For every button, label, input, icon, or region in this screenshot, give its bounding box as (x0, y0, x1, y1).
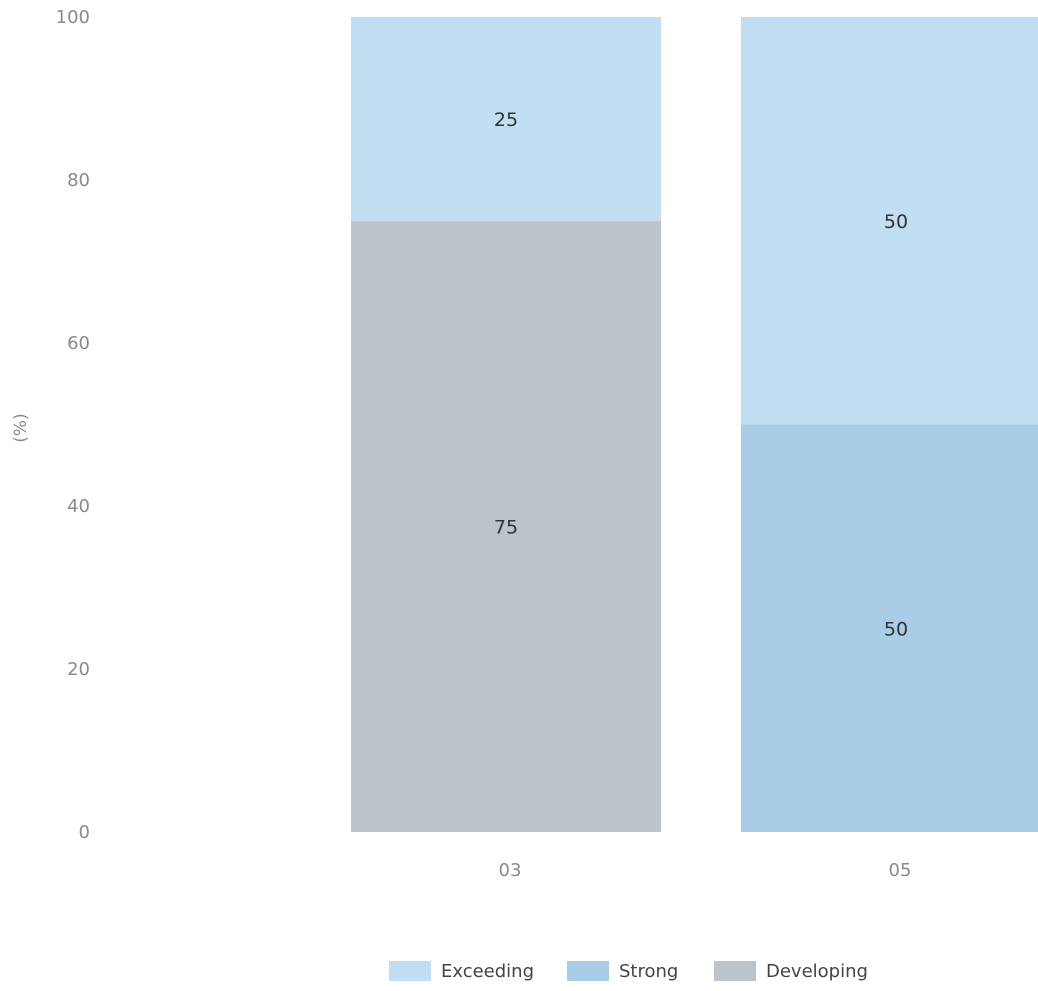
bar-data-label: 75 (494, 516, 518, 538)
bar-segment-strong-05 (741, 424, 1038, 832)
x-tick-label: 03 (499, 860, 522, 881)
bar-segment-developing-03 (351, 220, 661, 832)
y-axis-ticks: 0 20 40 60 80 100 (56, 7, 90, 843)
bar-data-label: 25 (494, 109, 518, 131)
legend-item-exceeding: Exceeding (389, 961, 534, 982)
y-tick-label: 40 (67, 496, 90, 517)
legend-swatch (389, 961, 431, 981)
bar-data-label: 50 (884, 618, 908, 640)
x-tick-label: 05 (889, 860, 912, 881)
x-axis-ticks: 03 05 (499, 860, 912, 881)
bar-segment-exceeding-03 (351, 17, 661, 221)
bar-segment-exceeding-05 (741, 17, 1038, 425)
bar-data-label: 50 (884, 211, 908, 233)
y-tick-label: 20 (67, 659, 90, 680)
legend-label: Developing (766, 961, 868, 982)
y-tick-label: 80 (67, 170, 90, 191)
legend-label: Exceeding (441, 961, 534, 982)
legend-label: Strong (619, 961, 678, 982)
legend-swatch (567, 961, 609, 981)
legend-swatch (714, 961, 756, 981)
y-tick-label: 100 (56, 7, 90, 28)
legend-item-strong: Strong (567, 961, 678, 982)
y-tick-label: 60 (67, 333, 90, 354)
y-tick-label: 0 (79, 822, 90, 843)
bar-data-labels: 75 25 50 50 (494, 109, 908, 640)
legend: Exceeding Strong Developing (389, 961, 868, 982)
y-axis-label: (%) (11, 413, 31, 442)
bars (351, 17, 1038, 832)
legend-item-developing: Developing (714, 961, 868, 982)
